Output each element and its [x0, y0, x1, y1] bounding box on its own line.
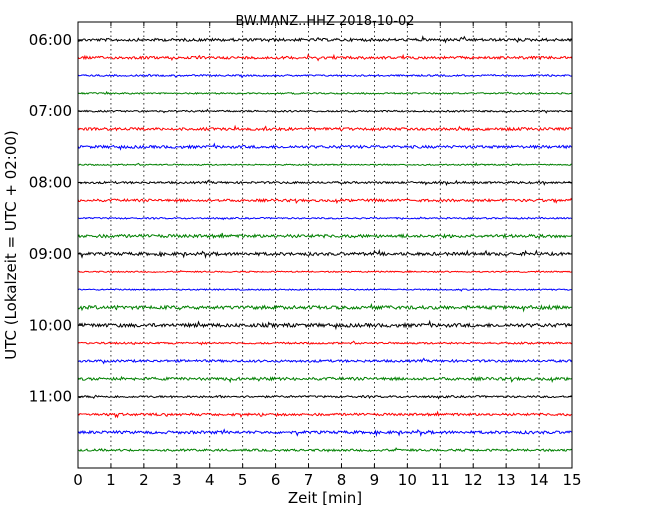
x-axis-label: Zeit [min] [288, 489, 362, 507]
y-tick-label: 08:00 [29, 174, 72, 192]
trace-0615 [77, 53, 573, 62]
y-tick-label: 07:00 [29, 102, 72, 120]
plot-frame [77, 21, 573, 469]
trace-0715 [77, 124, 573, 132]
y-axis: 06:00 07:00 08:00 09:00 10:00 11:00 [29, 31, 572, 406]
x-axis: 0 1 2 3 4 5 6 7 8 9 10 11 12 13 14 15 [73, 22, 582, 489]
vertical-grid [110, 22, 540, 468]
y-tick-label: 06:00 [29, 31, 72, 49]
trace-0900 [77, 248, 573, 260]
x-tick-label: 0 [73, 471, 83, 489]
x-tick-label: 15 [562, 471, 581, 489]
trace-0945 [77, 302, 573, 313]
trace-0845 [77, 232, 573, 239]
trace-1100 [77, 394, 573, 400]
x-tick-label: 3 [172, 471, 182, 489]
x-tick-label: 4 [205, 471, 215, 489]
x-tick-label: 2 [139, 471, 149, 489]
trace-0815 [77, 197, 573, 205]
trace-1130 [77, 428, 573, 438]
x-tick-label: 7 [304, 471, 314, 489]
trace-1030 [77, 357, 573, 365]
trace-0745 [77, 162, 573, 167]
x-tick-label: 9 [370, 471, 380, 489]
x-tick-label: 14 [530, 471, 549, 489]
trace-0800 [77, 179, 573, 187]
trace-0600 [77, 35, 573, 44]
y-tick-label: 11:00 [29, 388, 72, 406]
x-tick-label: 5 [238, 471, 248, 489]
x-tick-label: 6 [271, 471, 281, 489]
trace-1145 [77, 447, 573, 453]
trace-1000 [77, 319, 573, 331]
x-tick-label: 13 [497, 471, 516, 489]
trace-0645 [77, 90, 573, 95]
trace-0630 [77, 73, 573, 79]
trace-0700 [77, 108, 573, 114]
y-tick-label: 09:00 [29, 245, 72, 263]
x-tick-label: 12 [464, 471, 483, 489]
trace-0915 [77, 269, 573, 274]
trace-group [77, 35, 573, 453]
y-axis-label: UTC (Lokalzeit = UTC + 02:00) [2, 130, 20, 360]
x-tick-label: 1 [106, 471, 116, 489]
x-tick-label: 11 [431, 471, 450, 489]
trace-0730 [77, 142, 573, 151]
trace-1115 [77, 410, 573, 419]
x-tick-label: 8 [337, 471, 347, 489]
trace-1015 [77, 340, 573, 346]
trace-1045 [77, 375, 573, 384]
trace-0830 [77, 216, 573, 221]
trace-0930 [77, 288, 573, 292]
x-tick-label: 10 [398, 471, 417, 489]
y-tick-label: 10:00 [29, 316, 72, 334]
